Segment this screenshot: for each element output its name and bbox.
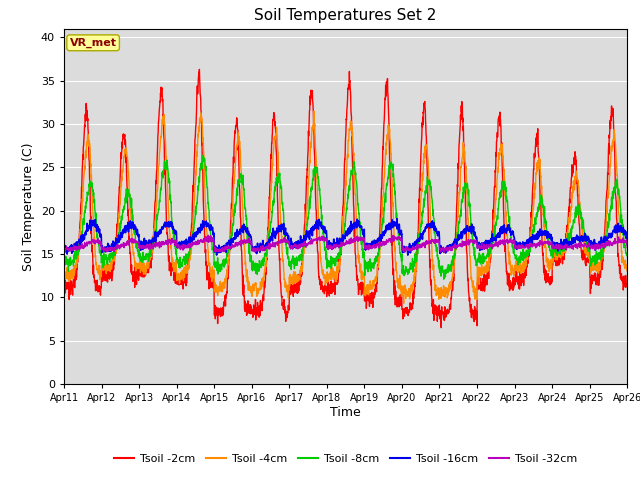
Tsoil -32cm — [218, 246, 225, 252]
Tsoil -8cm — [199, 153, 207, 158]
Tsoil -8cm — [510, 244, 518, 250]
Tsoil -16cm — [60, 247, 68, 253]
Tsoil -4cm — [217, 287, 225, 293]
Tsoil -2cm — [510, 284, 518, 290]
Legend: Tsoil -2cm, Tsoil -4cm, Tsoil -8cm, Tsoil -16cm, Tsoil -32cm: Tsoil -2cm, Tsoil -4cm, Tsoil -8cm, Tsoi… — [110, 450, 581, 469]
Tsoil -16cm — [510, 233, 518, 239]
Tsoil -2cm — [589, 274, 597, 280]
Tsoil -16cm — [404, 252, 412, 258]
Line: Tsoil -32cm: Tsoil -32cm — [64, 235, 627, 253]
Title: Soil Temperatures Set 2: Soil Temperatures Set 2 — [255, 9, 436, 24]
Tsoil -16cm — [374, 238, 382, 244]
Tsoil -4cm — [60, 276, 68, 282]
Tsoil -32cm — [60, 248, 68, 253]
Tsoil -32cm — [204, 232, 212, 238]
Tsoil -8cm — [440, 276, 447, 282]
Tsoil -2cm — [196, 67, 204, 72]
Tsoil -8cm — [60, 258, 68, 264]
Tsoil -32cm — [574, 241, 582, 247]
Tsoil -4cm — [374, 264, 382, 269]
Tsoil -16cm — [574, 233, 582, 239]
Tsoil -32cm — [510, 238, 518, 244]
Line: Tsoil -4cm: Tsoil -4cm — [64, 111, 627, 303]
Tsoil -4cm — [310, 108, 317, 114]
Tsoil -4cm — [362, 284, 370, 290]
Tsoil -32cm — [362, 243, 370, 249]
Tsoil -8cm — [589, 258, 597, 264]
Tsoil -4cm — [400, 300, 408, 306]
Tsoil -4cm — [574, 179, 582, 185]
Tsoil -2cm — [437, 325, 445, 331]
Tsoil -2cm — [362, 292, 370, 298]
Tsoil -2cm — [574, 192, 582, 198]
Tsoil -4cm — [510, 273, 518, 279]
Y-axis label: Soil Temperature (C): Soil Temperature (C) — [22, 142, 35, 271]
Tsoil -8cm — [374, 252, 382, 258]
Tsoil -2cm — [218, 306, 225, 312]
Line: Tsoil -8cm: Tsoil -8cm — [64, 156, 627, 279]
Tsoil -16cm — [217, 247, 225, 252]
Tsoil -16cm — [362, 247, 370, 252]
Line: Tsoil -16cm: Tsoil -16cm — [64, 218, 627, 255]
Tsoil -4cm — [623, 264, 631, 270]
Tsoil -32cm — [375, 244, 383, 250]
Tsoil -4cm — [589, 267, 597, 273]
Tsoil -8cm — [574, 202, 582, 208]
Tsoil -32cm — [589, 245, 597, 251]
Tsoil -16cm — [393, 216, 401, 221]
Tsoil -8cm — [218, 263, 225, 268]
Tsoil -8cm — [362, 265, 370, 271]
Tsoil -32cm — [60, 250, 68, 256]
Tsoil -2cm — [623, 284, 631, 289]
Tsoil -2cm — [374, 263, 382, 269]
Tsoil -32cm — [623, 245, 631, 251]
Tsoil -16cm — [589, 243, 597, 249]
Line: Tsoil -2cm: Tsoil -2cm — [64, 70, 627, 328]
Tsoil -8cm — [623, 252, 631, 257]
Tsoil -16cm — [623, 241, 631, 247]
Text: VR_met: VR_met — [70, 37, 116, 48]
X-axis label: Time: Time — [330, 406, 361, 419]
Tsoil -2cm — [60, 278, 68, 284]
